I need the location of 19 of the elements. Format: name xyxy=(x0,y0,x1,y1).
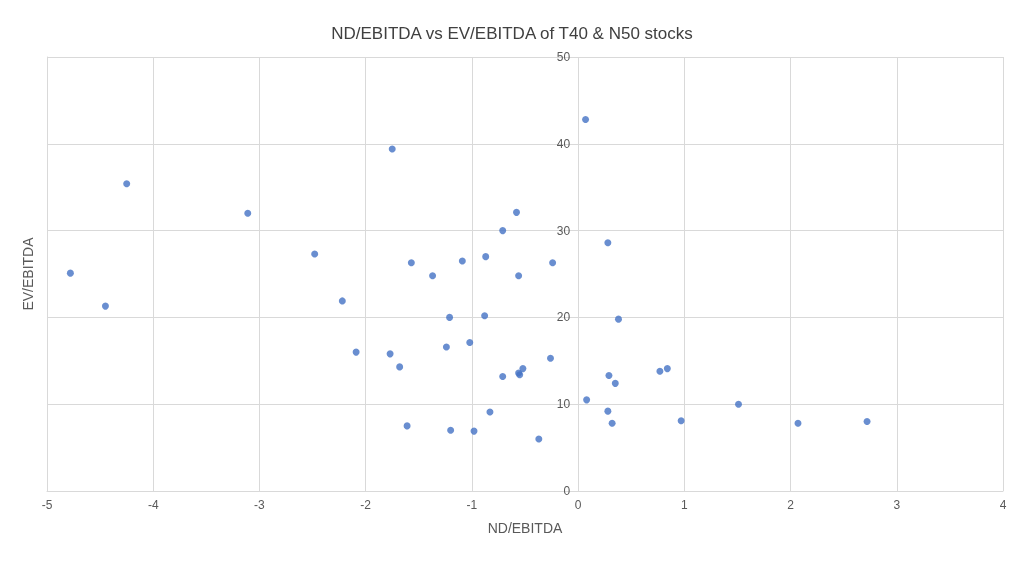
x-axis-title: ND/EBITDA xyxy=(487,520,563,536)
x-tick-label: -4 xyxy=(147,498,159,512)
y-tick-label: 10 xyxy=(556,397,571,412)
x-tick-label: 0 xyxy=(574,498,582,512)
y-tick-label: 30 xyxy=(556,223,571,238)
y-tick-label: 20 xyxy=(556,310,571,325)
y-axis-title: EV/EBITDA xyxy=(20,236,36,311)
x-tick-label: 2 xyxy=(787,498,795,512)
x-tick-label: -1 xyxy=(466,498,478,512)
x-tick-label: 4 xyxy=(999,498,1007,512)
x-tick-label: -2 xyxy=(360,498,372,512)
y-tick-label: 40 xyxy=(556,136,571,151)
x-tick-label: 1 xyxy=(680,498,688,512)
y-tick-label: 0 xyxy=(563,484,571,498)
chart-title: ND/EBITDA vs EV/EBITDA of T40 & N50 stocks xyxy=(331,24,693,43)
x-tick-label: -5 xyxy=(41,498,53,512)
x-tick-label: -3 xyxy=(254,498,266,512)
x-tick-label: 3 xyxy=(893,498,901,512)
y-tick-label: 50 xyxy=(556,50,571,64)
